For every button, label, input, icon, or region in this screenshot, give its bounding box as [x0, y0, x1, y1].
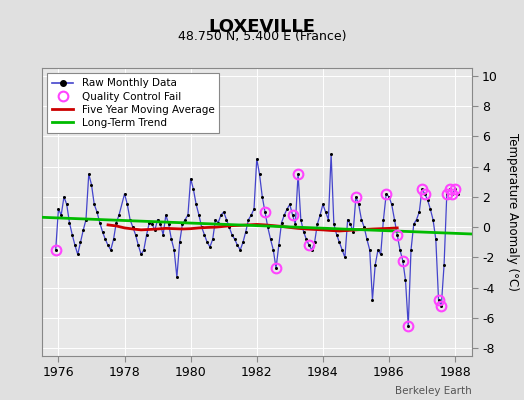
Legend: Raw Monthly Data, Quality Control Fail, Five Year Moving Average, Long-Term Tren: Raw Monthly Data, Quality Control Fail, …: [47, 73, 220, 133]
Y-axis label: Temperature Anomaly (°C): Temperature Anomaly (°C): [506, 133, 519, 291]
Text: Berkeley Earth: Berkeley Earth: [395, 386, 472, 396]
Text: LOXEVILLE: LOXEVILLE: [209, 18, 315, 36]
Text: 48.750 N, 5.400 E (France): 48.750 N, 5.400 E (France): [178, 30, 346, 43]
